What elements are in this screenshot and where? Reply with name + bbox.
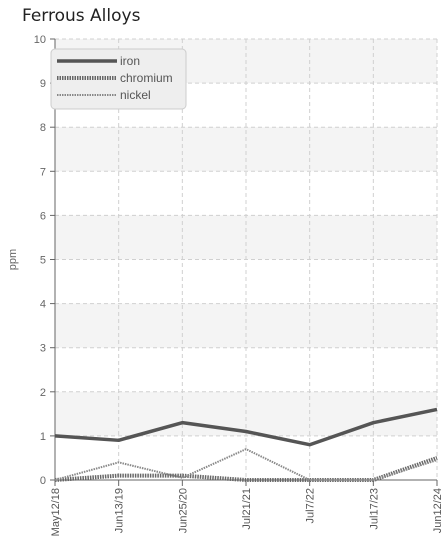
x-tick-label: Jun25/20	[177, 488, 189, 533]
series-line-nickel	[54, 448, 438, 481]
y-tick-label: 9	[40, 78, 46, 90]
y-tick-label: 5	[40, 255, 46, 267]
grid-lines	[55, 38, 438, 480]
legend: iron chromium nickel	[50, 48, 187, 110]
y-tick-label: 1	[40, 431, 46, 443]
x-tick-label: Jul21/21	[241, 488, 253, 530]
x-tick-label: Jul17/23	[368, 488, 380, 530]
y-tick-label: 6	[40, 210, 46, 222]
legend-label-nickel: nickel	[120, 88, 151, 102]
y-tick-label: 8	[40, 122, 46, 134]
series-line-iron	[54, 407, 438, 447]
y-tick-label: 0	[40, 475, 46, 487]
y-tick-label: 3	[40, 343, 46, 355]
x-tick-label: Jun13/19	[114, 488, 126, 533]
x-tick-label: May12/18	[50, 488, 62, 536]
y-axis-title: ppm	[7, 249, 19, 270]
axes: 0 1 2 3 4 5 6 7 8 9 10 May12/18 Jun13/19 Jun25/20 Jul2…	[7, 34, 443, 536]
x-tick-label: Jun12/24	[432, 488, 443, 533]
plot-band	[55, 127, 437, 172]
y-tick-label: 10	[34, 34, 46, 46]
y-tick-label: 7	[40, 166, 46, 178]
y-tick-label: 2	[40, 387, 46, 399]
chart-title: Ferrous Alloys	[22, 6, 141, 26]
legend-label-chromium: chromium	[120, 71, 173, 85]
x-tick-label: Jul7/22	[305, 488, 317, 523]
legend-label-iron: iron	[120, 54, 140, 68]
series-lines	[54, 407, 438, 482]
y-tick-label: 4	[40, 299, 46, 311]
